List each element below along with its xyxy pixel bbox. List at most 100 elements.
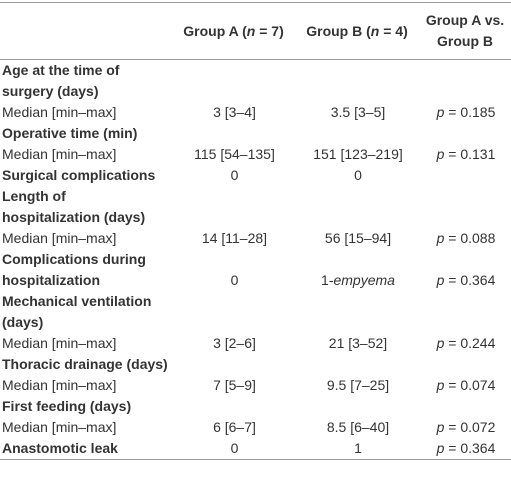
cell-text: = 0.088 (444, 230, 496, 246)
section-row: Thoracic drainage (days) (0, 354, 511, 375)
cell: 8.5 [6–40] (326, 419, 390, 435)
cell (295, 396, 419, 417)
cell-text: = 4) (379, 22, 408, 39)
cell (295, 354, 419, 375)
cell-text: p (436, 272, 445, 288)
cell (419, 123, 511, 144)
cell: 21 [3–52] (328, 335, 388, 351)
cell: 0 (230, 167, 239, 183)
cell (419, 60, 511, 103)
cell: 6 [6–7] (213, 419, 256, 435)
cell: p = 0.364 (419, 249, 511, 291)
detail-row: Median [min–max] 3 [3–4] 3.5 [3–5] p = 0.18… (0, 102, 511, 123)
section-row: Complications during hospitalization 0 1-e… (0, 249, 511, 291)
data-table: Group A (n = 7) Group B (n = 4) Group A vs… (0, 2, 511, 460)
cell: p = 0.072 (419, 417, 511, 438)
row-label: Length of hospitalization (days) (2, 188, 146, 225)
cell: 0 (354, 167, 362, 183)
cell-text: = 7) (255, 22, 284, 39)
cell-text: = 0.072 (444, 419, 496, 435)
cell: p = 0.131 (419, 144, 511, 165)
cell-text: = 0.185 (444, 104, 496, 120)
cell (295, 123, 419, 144)
row-label: Median [min–max] (2, 230, 117, 246)
header-cell: Group A vs. Group B (425, 12, 505, 49)
cell (172, 354, 295, 375)
cell: 3 [2–6] (213, 335, 256, 351)
section-row: Surgical complications 0 0 (0, 165, 511, 186)
detail-row: Median [min–max] 7 [5–9] 9.5 [7–25] p = 0.0… (0, 375, 511, 396)
cell: 14 [11–28] (201, 230, 268, 246)
section-row: Mechanical ventilation (days) (0, 291, 511, 333)
row-label: Median [min–max] (2, 419, 117, 435)
cell-text: = 0.244 (444, 335, 496, 351)
detail-row: Median [min–max] 3 [2–6] 21 [3–52] p = 0.24… (0, 333, 511, 354)
cell-text: p (436, 104, 445, 120)
row-label: Age at the time of surgery (days) (2, 62, 120, 99)
cell-text: n (246, 22, 256, 39)
cell: p = 0.074 (419, 375, 511, 396)
cell-text: p (436, 230, 445, 246)
cell: 1 (354, 440, 362, 456)
cell: 0 (230, 272, 239, 288)
table-body: Age at the time of surgery (days) Median … (0, 60, 511, 460)
cell (295, 186, 419, 228)
cell-text: = 0.074 (444, 377, 496, 393)
cell: 115 [54–135] (194, 146, 275, 162)
cell: p = 0.088 (419, 228, 511, 249)
cell (172, 186, 295, 228)
cell: p = 0.185 (419, 102, 511, 123)
cell (419, 354, 511, 375)
cell: 9.5 [7–25] (326, 377, 390, 393)
cell-text: p (436, 377, 445, 393)
cell (172, 291, 295, 333)
cell-text: Group B ( (306, 22, 371, 39)
row-label: First feeding (days) (2, 398, 132, 414)
row-label: Surgical complications (2, 167, 156, 183)
cell-text: p (436, 419, 445, 435)
cell (172, 396, 295, 417)
cell (172, 60, 295, 103)
cell-text: p (436, 440, 445, 456)
cell-text: n (370, 22, 380, 39)
cell (419, 186, 511, 228)
cell: 0 (230, 440, 239, 456)
cell (295, 60, 419, 103)
cell-text: p (436, 335, 445, 351)
header-cell (0, 3, 172, 60)
row-label: Operative time (min) (2, 125, 138, 141)
row-label: Thoracic drainage (days) (2, 356, 168, 372)
row-label: Anastomotic leak (2, 440, 118, 456)
cell-text: p (436, 146, 445, 162)
cell (419, 291, 511, 333)
detail-row: Median [min–max] 6 [6–7] 8.5 [6–40] p = 0.0… (0, 417, 511, 438)
cell-text: = 0.364 (444, 272, 496, 288)
header-row: Group A (n = 7) Group B (n = 4) Group A vs… (0, 2, 511, 60)
detail-row: Median [min–max] 14 [11–28] 56 [15–94] p = … (0, 228, 511, 249)
table-header: Group A (n = 7) Group B (n = 4) Group A vs… (0, 2, 511, 60)
row-label: Median [min–max] (2, 335, 117, 351)
cell (172, 123, 295, 144)
cell (419, 165, 511, 186)
cell-text: = 0.364 (444, 440, 496, 456)
cell (419, 396, 511, 417)
cell-text: = 0.131 (444, 146, 496, 162)
cell (295, 291, 419, 333)
detail-row: Median [min–max] 115 [54–135] 151 [123–219… (0, 144, 511, 165)
header-cell: Group B (n = 4) (295, 3, 419, 60)
row-label: Complications during hospitalization (2, 251, 146, 288)
section-row: Anastomotic leak 0 1 p = 0.364 (0, 438, 511, 460)
section-row: Operative time (min) (0, 123, 511, 144)
section-row: Length of hospitalization (days) (0, 186, 511, 228)
row-label: Mechanical ventilation (days) (2, 293, 152, 330)
row-label: Median [min–max] (2, 146, 117, 162)
row-label: Median [min–max] (2, 104, 117, 120)
cell: 3 [3–4] (213, 104, 256, 120)
header-cell: Group A (n = 7) (172, 3, 295, 60)
cell: p = 0.364 (419, 438, 511, 460)
cell: 151 [123–219] (313, 146, 403, 162)
cell: p = 0.244 (419, 333, 511, 354)
cell-text: Group A ( (183, 22, 247, 39)
cell-text: empyema (333, 272, 395, 288)
